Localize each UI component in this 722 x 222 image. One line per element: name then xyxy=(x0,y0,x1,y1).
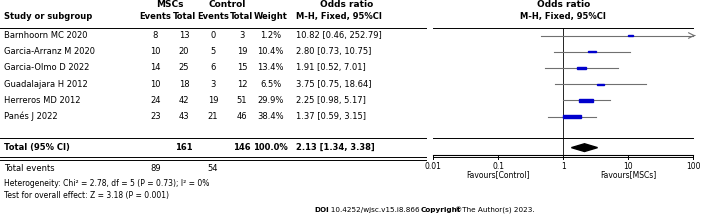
Text: Garcia-Arranz M 2020: Garcia-Arranz M 2020 xyxy=(4,47,95,56)
Text: Favours[MSCs]: Favours[MSCs] xyxy=(600,170,656,180)
Text: 10.82 [0.46, 252.79]: 10.82 [0.46, 252.79] xyxy=(296,31,382,40)
Text: 24: 24 xyxy=(150,96,160,105)
Text: Test for overall effect: Z = 3.18 (P = 0.001): Test for overall effect: Z = 3.18 (P = 0… xyxy=(4,191,169,200)
Text: 54: 54 xyxy=(208,164,218,173)
Bar xyxy=(578,99,593,102)
Text: 0.1: 0.1 xyxy=(492,162,504,171)
Text: 5: 5 xyxy=(210,47,216,56)
Text: 29.9%: 29.9% xyxy=(258,96,284,105)
Text: 46: 46 xyxy=(237,112,247,121)
Text: 10: 10 xyxy=(150,47,160,56)
Text: Study or subgroup: Study or subgroup xyxy=(4,12,92,21)
Text: 12: 12 xyxy=(237,80,247,89)
Text: Garcia-Olmo D 2022: Garcia-Olmo D 2022 xyxy=(4,63,89,72)
Text: 6.5%: 6.5% xyxy=(260,80,282,89)
Text: 6: 6 xyxy=(210,63,216,72)
Text: Total (95% CI): Total (95% CI) xyxy=(4,143,69,152)
Text: 2.13 [1.34, 3.38]: 2.13 [1.34, 3.38] xyxy=(296,143,375,152)
Text: : 10.4252/wjsc.v15.i8.866: : 10.4252/wjsc.v15.i8.866 xyxy=(326,207,422,214)
Text: 2.80 [0.73, 10.75]: 2.80 [0.73, 10.75] xyxy=(296,47,371,56)
Text: 38.4%: 38.4% xyxy=(258,112,284,121)
Text: MSCs: MSCs xyxy=(156,0,183,9)
Text: 1.37 [0.59, 3.15]: 1.37 [0.59, 3.15] xyxy=(296,112,366,121)
Text: Guadalajara H 2012: Guadalajara H 2012 xyxy=(4,80,87,89)
Text: 20: 20 xyxy=(179,47,189,56)
Text: 1: 1 xyxy=(561,162,565,171)
Text: 10.4%: 10.4% xyxy=(258,47,284,56)
Text: ©The Author(s) 2023.: ©The Author(s) 2023. xyxy=(455,207,534,214)
Text: Panés J 2022: Panés J 2022 xyxy=(4,112,57,121)
Text: Events: Events xyxy=(197,12,229,21)
Text: 43: 43 xyxy=(179,112,189,121)
Text: 3: 3 xyxy=(239,31,245,40)
Text: 100: 100 xyxy=(686,162,700,171)
Text: 10: 10 xyxy=(150,80,160,89)
Text: M-H, Fixed, 95%CI: M-H, Fixed, 95%CI xyxy=(296,12,382,21)
Text: 3: 3 xyxy=(210,80,216,89)
Text: 14: 14 xyxy=(150,63,160,72)
Text: Events: Events xyxy=(139,12,171,21)
Text: Weight: Weight xyxy=(254,12,287,21)
Text: Control: Control xyxy=(209,0,246,9)
Bar xyxy=(577,67,586,69)
Text: 15: 15 xyxy=(237,63,247,72)
Text: Total: Total xyxy=(173,12,196,21)
Text: 161: 161 xyxy=(175,143,193,152)
Text: 19: 19 xyxy=(237,47,247,56)
Bar xyxy=(627,35,633,36)
Text: 25: 25 xyxy=(179,63,189,72)
Text: 23: 23 xyxy=(150,112,160,121)
Polygon shape xyxy=(571,144,598,151)
Text: 13.4%: 13.4% xyxy=(258,63,284,72)
Text: Favours[Control]: Favours[Control] xyxy=(466,170,530,180)
Text: DOI: DOI xyxy=(314,207,329,214)
Text: 100.0%: 100.0% xyxy=(253,143,288,152)
Text: 18: 18 xyxy=(179,80,189,89)
Text: Total events: Total events xyxy=(4,164,54,173)
Text: 19: 19 xyxy=(208,96,218,105)
Text: Odds ratio: Odds ratio xyxy=(536,0,590,9)
Text: Heterogeneity: Chi² = 2.78, df = 5 (P = 0.73); I² = 0%: Heterogeneity: Chi² = 2.78, df = 5 (P = … xyxy=(4,179,209,188)
Text: 2.25 [0.98, 5.17]: 2.25 [0.98, 5.17] xyxy=(296,96,366,105)
Text: 1.2%: 1.2% xyxy=(260,31,282,40)
Text: 146: 146 xyxy=(233,143,251,152)
Text: Total: Total xyxy=(230,12,253,21)
Bar xyxy=(563,115,580,118)
Text: 89: 89 xyxy=(150,164,160,173)
Text: 1.91 [0.52, 7.01]: 1.91 [0.52, 7.01] xyxy=(296,63,366,72)
Text: Odds ratio: Odds ratio xyxy=(320,0,373,9)
Text: 21: 21 xyxy=(208,112,218,121)
Text: 3.75 [0.75, 18.64]: 3.75 [0.75, 18.64] xyxy=(296,80,372,89)
Text: 42: 42 xyxy=(179,96,189,105)
Text: 0.01: 0.01 xyxy=(425,162,442,171)
Text: Barnhoorn MC 2020: Barnhoorn MC 2020 xyxy=(4,31,87,40)
Text: Copyright: Copyright xyxy=(420,207,461,214)
Text: 13: 13 xyxy=(179,31,189,40)
Text: 10: 10 xyxy=(623,162,633,171)
Text: M-H, Fixed, 95%CI: M-H, Fixed, 95%CI xyxy=(521,12,606,21)
Text: Herreros MD 2012: Herreros MD 2012 xyxy=(4,96,80,105)
Text: 0: 0 xyxy=(210,31,216,40)
Text: 51: 51 xyxy=(237,96,247,105)
Bar xyxy=(588,51,596,52)
Text: 8: 8 xyxy=(152,31,158,40)
Bar xyxy=(597,83,604,85)
